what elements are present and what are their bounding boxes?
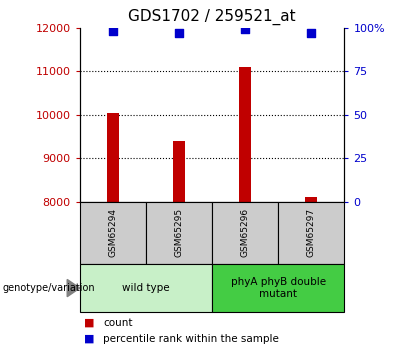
Bar (212, 264, 344, 312)
Text: count: count (103, 318, 132, 327)
Text: GSM65294: GSM65294 (108, 208, 117, 257)
Bar (212, 202, 278, 264)
Bar (305, 197, 317, 202)
Text: percentile rank within the sample: percentile rank within the sample (103, 334, 279, 344)
Text: GSM65296: GSM65296 (241, 208, 249, 257)
Text: GSM65297: GSM65297 (307, 208, 316, 257)
Bar (173, 141, 185, 202)
Text: genotype/variation: genotype/variation (2, 283, 95, 293)
Bar (107, 112, 119, 202)
Bar (146, 202, 212, 264)
Point (110, 28, 116, 34)
Text: ■: ■ (84, 318, 94, 327)
Point (308, 30, 315, 36)
Text: ■: ■ (84, 334, 94, 344)
Bar (239, 67, 251, 202)
Bar (80, 202, 146, 264)
Title: GDS1702 / 259521_at: GDS1702 / 259521_at (128, 9, 296, 25)
Bar (278, 202, 344, 264)
Bar (80, 264, 212, 312)
Text: phyA phyB double
mutant: phyA phyB double mutant (231, 277, 326, 299)
Point (242, 27, 249, 32)
Text: wild type: wild type (122, 283, 170, 293)
Text: GSM65295: GSM65295 (175, 208, 184, 257)
Point (176, 30, 182, 36)
Polygon shape (67, 279, 80, 297)
